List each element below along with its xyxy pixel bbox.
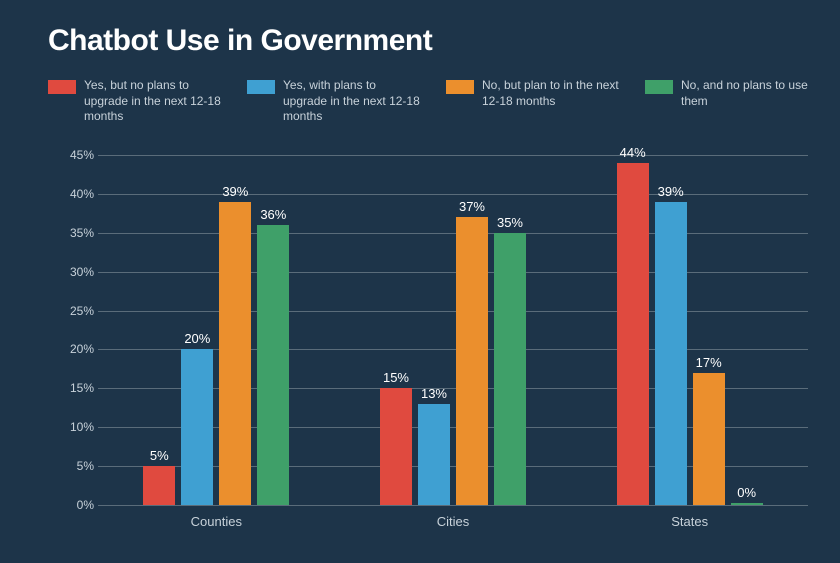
- bar-value-label: 13%: [421, 386, 447, 401]
- bar-group: 5%20%39%36%: [143, 202, 289, 505]
- bar: [655, 202, 687, 505]
- bar-wrap: 37%: [456, 217, 488, 505]
- y-axis-tick: 5%: [58, 459, 94, 473]
- legend-item: No, but plan to in the next 12-18 months: [446, 78, 621, 125]
- bar: [181, 349, 213, 505]
- bar: [456, 217, 488, 505]
- legend-swatch: [645, 80, 673, 94]
- bar-value-label: 15%: [383, 370, 409, 385]
- bar-wrap: 17%: [693, 373, 725, 505]
- bar-wrap: 13%: [418, 404, 450, 505]
- bar-value-label: 17%: [696, 355, 722, 370]
- bar-wrap: 39%: [655, 202, 687, 505]
- bar: [494, 233, 526, 505]
- x-axis-tick: States: [671, 514, 708, 529]
- chart-area: 5%20%39%36%15%13%37%35%44%39%17%0% 0%5%1…: [58, 155, 808, 535]
- gridline: [98, 505, 808, 506]
- bar-wrap: 5%: [143, 466, 175, 505]
- legend-label: No, but plan to in the next 12-18 months: [482, 78, 621, 109]
- legend: Yes, but no plans to upgrade in the next…: [48, 78, 820, 125]
- plot-area: 5%20%39%36%15%13%37%35%44%39%17%0%: [98, 155, 808, 505]
- x-axis-tick: Cities: [437, 514, 470, 529]
- bar-value-label: 39%: [658, 184, 684, 199]
- bar-value-label: 37%: [459, 199, 485, 214]
- y-axis-tick: 45%: [58, 148, 94, 162]
- legend-item: Yes, with plans to upgrade in the next 1…: [247, 78, 422, 125]
- y-axis-tick: 0%: [58, 498, 94, 512]
- bar-wrap: 36%: [257, 225, 289, 505]
- y-axis-tick: 25%: [58, 304, 94, 318]
- bar-group: 44%39%17%0%: [617, 163, 763, 505]
- bar-wrap: 35%: [494, 233, 526, 505]
- bar-value-label: 44%: [620, 145, 646, 160]
- legend-swatch: [247, 80, 275, 94]
- x-axis-tick: Counties: [191, 514, 242, 529]
- bar-value-label: 0%: [737, 485, 756, 500]
- y-axis-tick: 15%: [58, 381, 94, 395]
- bar-value-label: 36%: [260, 207, 286, 222]
- bar-wrap: 39%: [219, 202, 251, 505]
- bar: [731, 503, 763, 505]
- bar: [257, 225, 289, 505]
- legend-label: Yes, with plans to upgrade in the next 1…: [283, 78, 422, 125]
- legend-item: Yes, but no plans to upgrade in the next…: [48, 78, 223, 125]
- bar: [219, 202, 251, 505]
- bar-value-label: 5%: [150, 448, 169, 463]
- legend-label: Yes, but no plans to upgrade in the next…: [84, 78, 223, 125]
- legend-swatch: [446, 80, 474, 94]
- bar: [617, 163, 649, 505]
- bar-groups: 5%20%39%36%15%13%37%35%44%39%17%0%: [98, 155, 808, 505]
- y-axis-tick: 40%: [58, 187, 94, 201]
- bar: [418, 404, 450, 505]
- legend-label: No, and no plans to use them: [681, 78, 820, 109]
- bar-wrap: 20%: [181, 349, 213, 505]
- bar-wrap: 0%: [731, 503, 763, 505]
- y-axis-tick: 30%: [58, 265, 94, 279]
- legend-swatch: [48, 80, 76, 94]
- bar-wrap: 44%: [617, 163, 649, 505]
- legend-item: No, and no plans to use them: [645, 78, 820, 125]
- y-axis-tick: 10%: [58, 420, 94, 434]
- bar: [143, 466, 175, 505]
- bar: [380, 388, 412, 505]
- bar-group: 15%13%37%35%: [380, 217, 526, 505]
- bar-wrap: 15%: [380, 388, 412, 505]
- y-axis-tick: 20%: [58, 342, 94, 356]
- bar-value-label: 20%: [184, 331, 210, 346]
- chart-title: Chatbot Use in Government: [48, 24, 432, 58]
- y-axis-tick: 35%: [58, 226, 94, 240]
- bar-value-label: 39%: [222, 184, 248, 199]
- bar-value-label: 35%: [497, 215, 523, 230]
- bar: [693, 373, 725, 505]
